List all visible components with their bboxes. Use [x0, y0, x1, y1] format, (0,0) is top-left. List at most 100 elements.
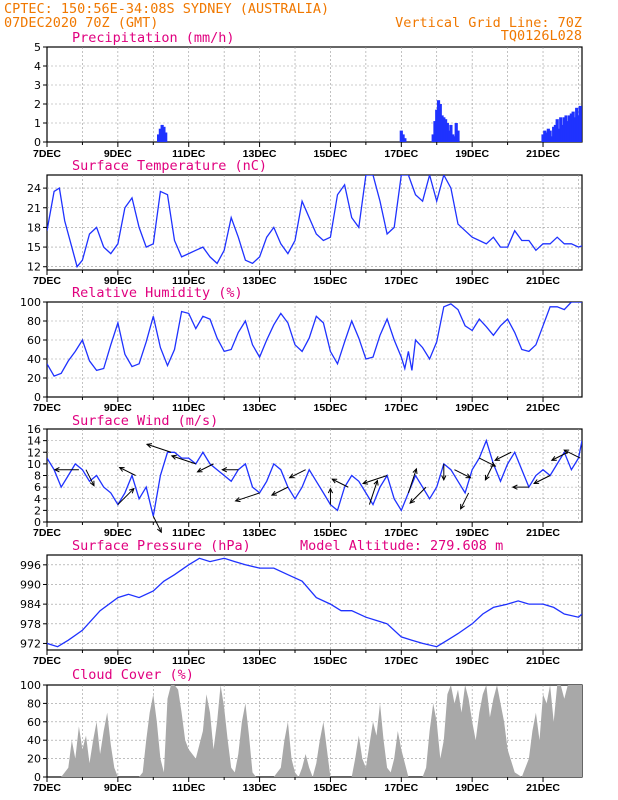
- precip-bar: [157, 134, 161, 142]
- rh-ytick-label: 20: [27, 372, 41, 385]
- wind-title: Surface Wind (m/s): [72, 413, 218, 429]
- pressure-line: [47, 557, 582, 648]
- wind-arrow: [119, 467, 136, 476]
- pressure-xtick-label: 21DEC: [526, 655, 560, 667]
- temp-frame: [46, 174, 583, 271]
- pressure-xtick-label: 11DEC: [172, 655, 206, 667]
- wind-arrow: [117, 488, 135, 505]
- wind-arrow-head: [327, 487, 334, 494]
- temp-ytick-label: 12: [27, 261, 41, 274]
- precip-bar: [440, 115, 444, 142]
- wind-arrow: [197, 463, 214, 473]
- rh-ytick-label: 100: [20, 296, 41, 309]
- precip-panel: 0 1 2 3 4 5 7DEC 9DEC 11DEC 13DEC 15DEC 17DEC 19DEC 2…: [33, 30, 583, 160]
- wind-ytick-label: 8: [34, 470, 41, 483]
- wind-arrow-head: [441, 475, 447, 482]
- wind-arrow: [85, 469, 95, 486]
- precip-bar: [557, 128, 561, 142]
- rh-title: Relative Humidity (%): [72, 285, 243, 301]
- precip-bar: [403, 138, 407, 142]
- temp-xtick-label: 15DEC: [314, 275, 348, 287]
- temp-title: Surface Temperature (nC): [72, 158, 267, 174]
- rh-xtick-label: 21DEC: [526, 402, 560, 414]
- wind-arrow: [454, 469, 471, 479]
- precip-bar: [566, 121, 570, 142]
- wind-arrow-head: [53, 467, 60, 473]
- precip-bar: [559, 117, 563, 142]
- pressure-xtick-label: 9DEC: [104, 655, 132, 667]
- temp-line: [47, 175, 582, 269]
- wind-arrow: [331, 478, 349, 488]
- cloud-ytick-label: 40: [27, 734, 41, 747]
- temp-panel: 12 15 18 21 24 7DEC 9DEC 11DEC 13DEC 15DEC 17DEC 19…: [27, 158, 583, 287]
- pressure-subtitle: Model Altitude: 279.608 m: [300, 538, 503, 554]
- wind-arrow-head: [412, 467, 418, 474]
- pressure-xtick-label: 19DEC: [455, 655, 489, 667]
- run-date: 07DEC2020 70Z (GMT): [4, 15, 158, 31]
- precip-ytick-label: 0: [34, 136, 41, 149]
- wind-arrow-head: [563, 449, 570, 455]
- pressure-ytick-label: 972: [20, 637, 41, 650]
- pressure-frame: [46, 554, 583, 651]
- rh-xtick-label: 9DEC: [104, 402, 132, 414]
- precip-title: Precipitation (mm/h): [72, 30, 235, 46]
- precip-xtick-label: 9DEC: [104, 148, 132, 160]
- precip-bar: [158, 128, 162, 142]
- wind-xtick-label: 19DEC: [455, 527, 489, 539]
- pressure-xtick-label: 7DEC: [33, 655, 61, 667]
- precip-bar: [456, 130, 460, 142]
- cloud-ytick-label: 80: [27, 697, 41, 710]
- pressure-xtick-label: 15DEC: [314, 655, 348, 667]
- wind-arrow: [146, 443, 172, 453]
- rh-ytick-label: 60: [27, 334, 41, 347]
- pressure-ytick-label: 990: [20, 578, 41, 591]
- precip-bar: [445, 123, 449, 142]
- temp-xtick-label: 13DEC: [243, 275, 277, 287]
- precip-xtick-label: 21DEC: [526, 148, 560, 160]
- precip-bar: [555, 119, 559, 142]
- wind-arrow: [484, 463, 494, 481]
- wind-arrow: [551, 451, 569, 461]
- precip-bar: [443, 119, 448, 142]
- cloud-ytick-label: 60: [27, 716, 41, 729]
- precip-xtick-label: 19DEC: [455, 148, 489, 160]
- precip-bar: [541, 134, 545, 142]
- wind-ytick-label: 12: [27, 446, 41, 459]
- rh-xtick-label: 17DEC: [384, 402, 418, 414]
- rh-xtick-label: 11DEC: [172, 402, 206, 414]
- wind-arrow-head: [270, 490, 277, 496]
- precip-bar: [435, 109, 439, 142]
- precip-bar: [576, 115, 581, 142]
- rh-frame: [46, 301, 583, 398]
- rh-xtick-label: 13DEC: [243, 402, 277, 414]
- wind-arrow: [362, 475, 388, 484]
- pressure-xtick-label: 17DEC: [384, 655, 418, 667]
- pressure-ytick-label: 978: [20, 618, 41, 631]
- temp-xtick-label: 17DEC: [384, 275, 418, 287]
- temp-xtick-label: 19DEC: [455, 275, 489, 287]
- precip-bar: [164, 132, 168, 142]
- precip-frame: [46, 46, 583, 143]
- wind-xtick-label: 11DEC: [172, 527, 206, 539]
- rh-xtick-label: 15DEC: [314, 402, 348, 414]
- cloud-xtick-label: 15DEC: [314, 782, 348, 794]
- wind-ytick-label: 14: [27, 435, 41, 448]
- precip-bar: [569, 113, 573, 142]
- precip-bar: [449, 124, 453, 142]
- cloud-xtick-label: 21DEC: [526, 782, 560, 794]
- precip-bar: [401, 134, 405, 142]
- rh-ytick-label: 40: [27, 353, 41, 366]
- wind-arrow-head: [331, 478, 338, 484]
- wind-arrow: [171, 455, 196, 465]
- pressure-panel: 972 978 984 990 996 7DEC 9DEC 11DEC 13DEC 15DEC 17…: [20, 538, 583, 667]
- precip-xtick-label: 13DEC: [243, 148, 277, 160]
- temp-ytick-label: 18: [27, 221, 41, 234]
- precip-bar: [451, 134, 455, 142]
- wind-arrow: [564, 449, 581, 459]
- temp-xtick-label: 9DEC: [104, 275, 132, 287]
- cloud-ytick-label: 20: [27, 753, 41, 766]
- precip-bar: [571, 111, 575, 142]
- precip-bar: [399, 130, 403, 142]
- rh-ytick-label: 80: [27, 315, 41, 328]
